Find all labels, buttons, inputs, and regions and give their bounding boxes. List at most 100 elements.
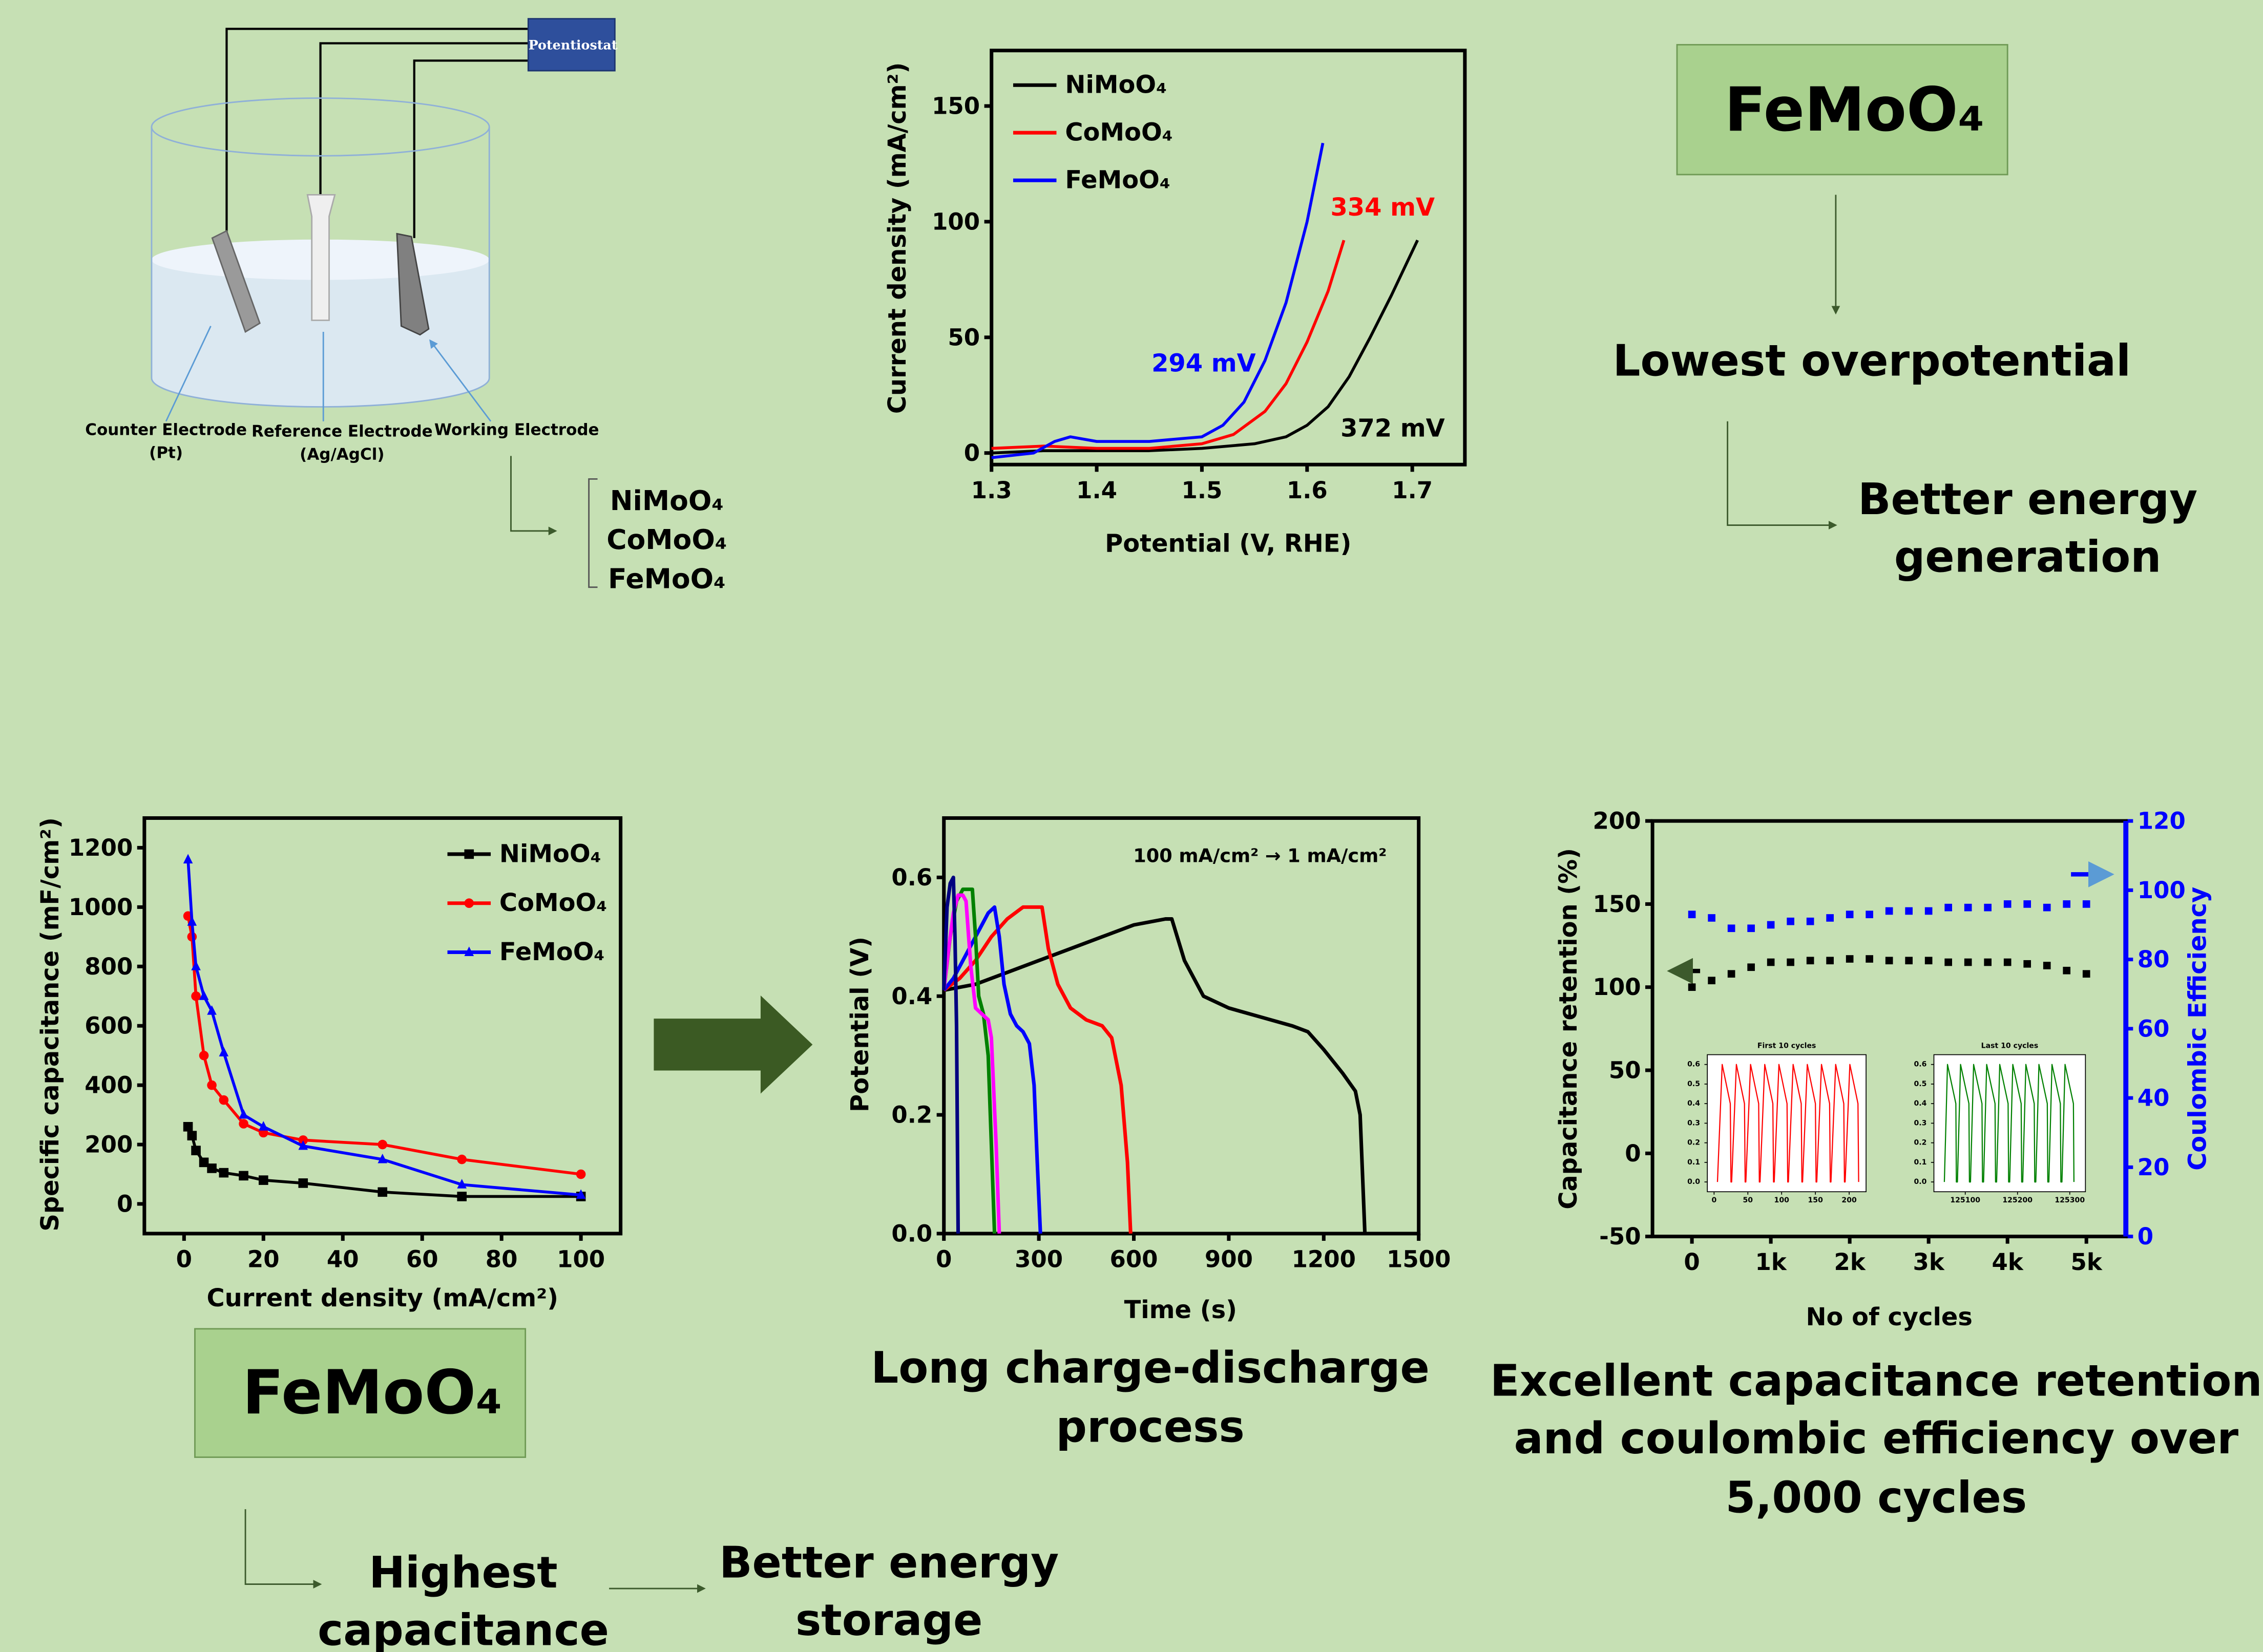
- y-tick-label: 800: [85, 953, 133, 980]
- electrode-label: Reference Electrode: [252, 422, 433, 440]
- bracket: [589, 479, 598, 587]
- y-tick-label: 0.5: [1914, 1080, 1926, 1088]
- step-text: generation: [1894, 532, 2162, 582]
- point: [2083, 900, 2090, 908]
- x-tick-label: 5k: [2071, 1248, 2103, 1276]
- point: [1708, 914, 1715, 922]
- x-tick-label: 0: [176, 1246, 192, 1273]
- caption: and coulombic efficiency over: [1514, 1413, 2239, 1464]
- step-text: Better energy: [719, 1537, 1059, 1587]
- caption: 5,000 cycles: [1725, 1473, 2027, 1523]
- x-tick-label: 4k: [1992, 1248, 2024, 1276]
- point: [1846, 910, 1854, 918]
- point: [1964, 904, 1972, 912]
- legend-label: FeMoO₄: [499, 938, 604, 966]
- x-tick-label: 300: [1015, 1246, 1063, 1273]
- y-tick-label: 0.6: [1914, 1061, 1926, 1069]
- step-text: Highest: [369, 1548, 557, 1598]
- y2-axis-label: Coulombic Efficiency: [2184, 887, 2212, 1171]
- y-tick-label: 600: [85, 1012, 133, 1040]
- y-tick-label: 0.3: [1687, 1119, 1700, 1127]
- x-tick-label: 1200: [1292, 1246, 1356, 1273]
- legend-label: FeMoO₄: [1065, 166, 1170, 195]
- legend-label: CoMoO₄: [499, 889, 607, 917]
- y-tick-label: 1000: [69, 894, 133, 921]
- point: [1866, 910, 1873, 918]
- annotation: 100 mA/cm² → 1 mA/cm²: [1133, 844, 1387, 866]
- y2-tick-label: 100: [2138, 877, 2186, 904]
- x-tick-label: 1.4: [1076, 477, 1117, 504]
- point: [576, 1170, 586, 1179]
- y-tick-label: 0.4: [1687, 1099, 1700, 1108]
- point: [464, 898, 474, 908]
- series-line: [992, 240, 1344, 449]
- y-tick-label: 150: [932, 93, 980, 120]
- point: [1944, 959, 1952, 966]
- y-tick-label: 0.6: [1687, 1061, 1700, 1069]
- y-tick-label: 400: [85, 1072, 133, 1099]
- point: [2063, 900, 2070, 908]
- point: [183, 1122, 193, 1132]
- y-tick-label: 0: [117, 1190, 133, 1217]
- x-tick-label: 0: [1711, 1196, 1716, 1204]
- inset-title: Last 10 cycles: [1981, 1042, 2039, 1050]
- y-tick-label: 0: [964, 439, 980, 467]
- y-tick-label: 0.4: [891, 983, 932, 1010]
- point: [1964, 959, 1972, 966]
- x-tick-label: 50: [1743, 1196, 1753, 1204]
- inset-title: First 10 cycles: [1757, 1042, 1816, 1050]
- x-tick-label: 1.6: [1287, 477, 1328, 504]
- point: [1885, 957, 1893, 964]
- x-tick-label: 1.7: [1392, 477, 1433, 504]
- x-tick-label: 40: [327, 1246, 359, 1273]
- y-tick-label: -50: [1599, 1223, 1641, 1250]
- x-tick-label: 900: [1205, 1246, 1253, 1273]
- x-tick-label: 2k: [1834, 1248, 1866, 1276]
- y-axis-label: Specific capacitance (mF/cm²): [36, 817, 65, 1231]
- y2-tick-label: 40: [2138, 1085, 2170, 1112]
- y-tick-label: 50: [948, 324, 980, 351]
- point: [1807, 918, 1814, 925]
- x-tick-label: 125300: [2055, 1196, 2085, 1204]
- point: [191, 1146, 201, 1155]
- x-tick-label: 600: [1109, 1246, 1158, 1273]
- y-tick-label: 0.0: [1914, 1178, 1926, 1186]
- point: [239, 1119, 248, 1129]
- point: [1807, 957, 1814, 964]
- caption: Excellent capacitance retention: [1490, 1356, 2262, 1406]
- y-tick-label: 200: [1593, 808, 1641, 835]
- point: [1728, 970, 1735, 978]
- x-axis-label: No of cycles: [1806, 1303, 1972, 1331]
- point: [259, 1175, 268, 1185]
- point: [1826, 957, 1834, 964]
- x-tick-label: 1500: [1387, 1246, 1451, 1273]
- point: [187, 1131, 197, 1140]
- point: [2023, 960, 2031, 968]
- point: [1826, 914, 1834, 922]
- y-tick-label: 200: [85, 1131, 133, 1158]
- y-tick-label: 50: [1609, 1056, 1641, 1084]
- point: [1767, 959, 1775, 966]
- point: [219, 1095, 229, 1105]
- x-tick-label: 1.3: [971, 477, 1012, 504]
- point: [2023, 900, 2031, 908]
- legend-label: NiMoO₄: [1065, 71, 1167, 99]
- y-tick-label: 0.6: [891, 864, 932, 891]
- material: NiMoO₄: [610, 484, 724, 517]
- point: [1846, 955, 1854, 963]
- highlight-text: FeMoO₄: [1725, 74, 1985, 145]
- chart: 01k2k3k4k5k-5005010015020002040608010012…: [1555, 808, 2212, 1331]
- point: [219, 1047, 229, 1056]
- y-tick-label: 0.2: [891, 1102, 932, 1129]
- y-tick-label: 0.2: [1914, 1139, 1926, 1147]
- x-axis-label: Time (s): [1124, 1296, 1237, 1324]
- y-tick-label: 100: [932, 208, 980, 235]
- highlight-text: FeMoO₄: [242, 1357, 502, 1428]
- y-tick-label: 0.5: [1687, 1080, 1700, 1088]
- step-text: capacitance: [318, 1605, 609, 1652]
- point: [1925, 907, 1933, 915]
- plot-frame: [992, 51, 1465, 465]
- point: [1747, 924, 1755, 932]
- point: [1866, 955, 1873, 963]
- x-axis-label: Potential (V, RHE): [1105, 530, 1351, 558]
